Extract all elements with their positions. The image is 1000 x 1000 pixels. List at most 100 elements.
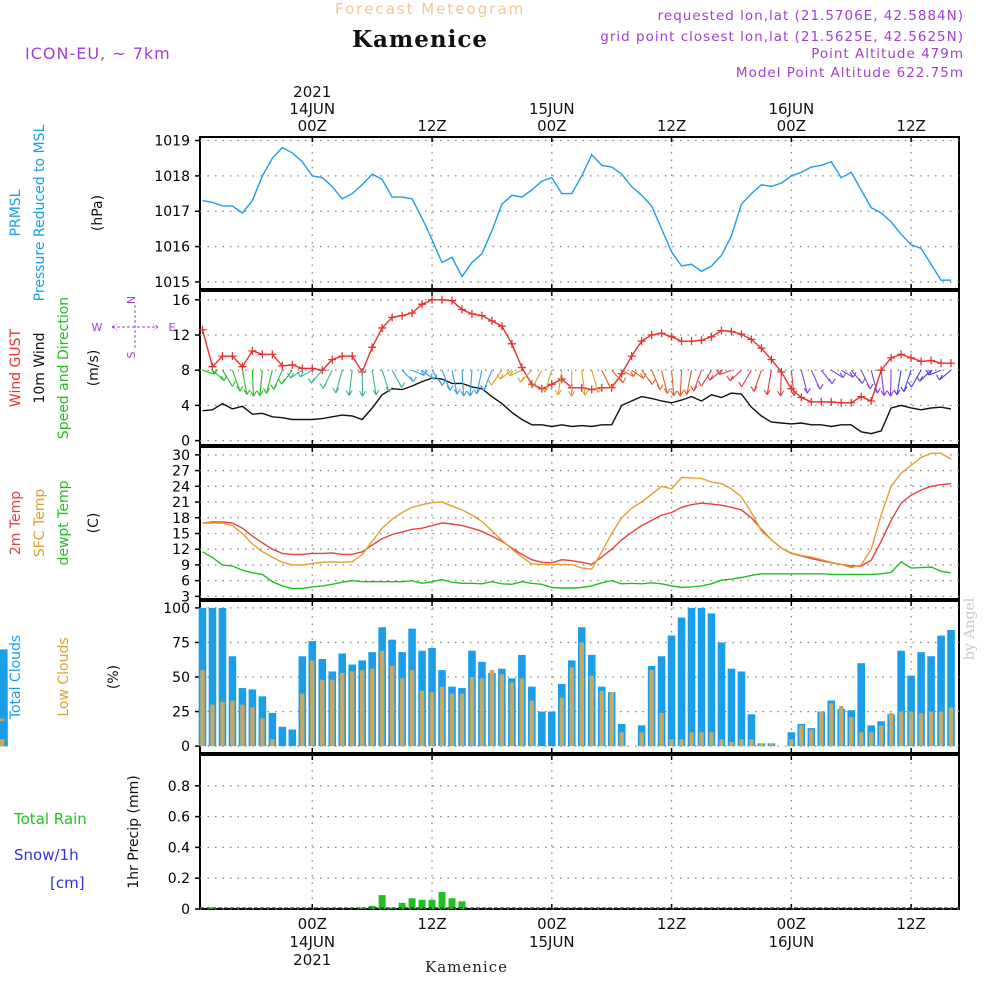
data-point (717, 326, 726, 335)
bar-low-clouds (739, 739, 744, 747)
y-axis-label: Total Clouds (8, 635, 24, 720)
y-axis-label: Low Clouds (56, 637, 72, 716)
wind-arrow (830, 369, 847, 379)
data-point (627, 352, 636, 361)
bar-low-clouds (689, 732, 694, 747)
wind-arrow (887, 370, 894, 397)
data-point (218, 352, 227, 361)
wind-arrow (790, 370, 798, 396)
time-label-top: 12Z (896, 117, 925, 135)
time-label-top: 00Z (537, 117, 566, 135)
data-point (937, 359, 946, 368)
series-line (202, 452, 952, 570)
time-label-bottom: 00Z (777, 915, 806, 933)
y-tick-label: 12 (172, 328, 190, 344)
y-tick-label: 6 (181, 574, 190, 590)
bar-total-clouds (0, 681, 8, 747)
data-point (398, 311, 407, 320)
wind-arrow (715, 369, 732, 376)
wind-arrow (270, 369, 283, 390)
y-tick-label: 0 (181, 434, 190, 450)
y-tick-label: 0.4 (168, 840, 190, 856)
y-tick-label: 21 (172, 495, 190, 511)
wind-arrow (850, 369, 866, 384)
wind-arrow (925, 369, 942, 376)
data-point (338, 352, 347, 361)
bar-low-clouds (449, 693, 455, 747)
wind-arrow (307, 369, 323, 384)
bar-low-clouds (419, 690, 425, 747)
wind-arrow (670, 370, 678, 397)
bar-low-clouds (379, 650, 385, 747)
compass-south: S (125, 351, 138, 358)
wind-arrow (441, 369, 454, 391)
y-tick-label: 18 (172, 511, 190, 527)
data-point (947, 359, 956, 368)
bar-total-clouds (0, 721, 8, 747)
y-tick-label: 9 (181, 558, 190, 574)
bar-low-clouds (300, 693, 305, 747)
data-point (687, 337, 696, 346)
bar-low-clouds (599, 690, 604, 747)
data-point (348, 352, 357, 361)
bar-low-clouds (210, 704, 215, 747)
series-line (202, 483, 952, 567)
data-point (288, 360, 297, 369)
bar-low-clouds (928, 711, 934, 747)
bar-rain (448, 898, 456, 909)
wind-arrow (460, 370, 468, 397)
wind-arrow (763, 370, 772, 396)
data-point (917, 357, 926, 366)
y-tick-label: 30 (172, 448, 190, 464)
bar-low-clouds (330, 679, 335, 747)
y-tick-label: 15 (172, 526, 190, 542)
y-tick-label: 12 (172, 542, 190, 558)
data-point (797, 393, 806, 402)
bar-rain (378, 895, 386, 909)
time-label-top: 12Z (417, 117, 446, 135)
data-point (887, 353, 896, 362)
time-label-top: 15JUN (529, 100, 575, 118)
bar-total-clouds (927, 656, 935, 747)
y-axis-label: dewpt Temp (56, 480, 72, 565)
time-label-bottom: 2021 (293, 951, 331, 969)
bar-total-clouds (697, 607, 706, 747)
wind-arrow (381, 370, 393, 393)
requested-location: requested lon,lat (21.5706E, 42.5884N) (657, 8, 964, 24)
wind-arrow (231, 370, 244, 392)
wind-arrow (451, 370, 461, 395)
bar-low-clouds (509, 682, 515, 747)
bar-low-clouds (878, 725, 884, 747)
data-point (637, 337, 646, 346)
bar-total-clouds (717, 642, 726, 747)
data-point (747, 335, 756, 344)
grid-point-location: grid point closest lon,lat (21.5625E, 42… (600, 29, 964, 45)
wind-arrow (466, 370, 474, 397)
bar-low-clouds (679, 739, 684, 747)
data-point (767, 355, 776, 364)
wind-arrow (661, 370, 671, 394)
bar-low-clouds (479, 678, 485, 747)
wind-arrow (421, 369, 438, 380)
data-point (657, 329, 666, 338)
bar-low-clouds (499, 674, 505, 747)
compass-east: E (169, 321, 176, 334)
time-label-top: 00Z (298, 117, 327, 135)
data-point (647, 331, 656, 339)
time-label-top: 00Z (777, 117, 806, 135)
wind-arrow (800, 370, 811, 394)
wind-arrow (870, 370, 881, 394)
bar-low-clouds (559, 697, 564, 747)
bar-low-clouds (429, 692, 435, 747)
precip-legend-label: [cm] (50, 874, 85, 892)
data-point (388, 313, 397, 322)
bar-rain (398, 902, 406, 909)
bar-low-clouds (619, 732, 624, 747)
data-point (228, 352, 237, 361)
data-point (507, 339, 516, 348)
wind-arrow (651, 369, 664, 391)
bar-low-clouds (789, 739, 794, 747)
compass-arrows (111, 305, 159, 350)
bar-low-clouds (529, 700, 535, 747)
bar-low-clouds (200, 670, 205, 747)
